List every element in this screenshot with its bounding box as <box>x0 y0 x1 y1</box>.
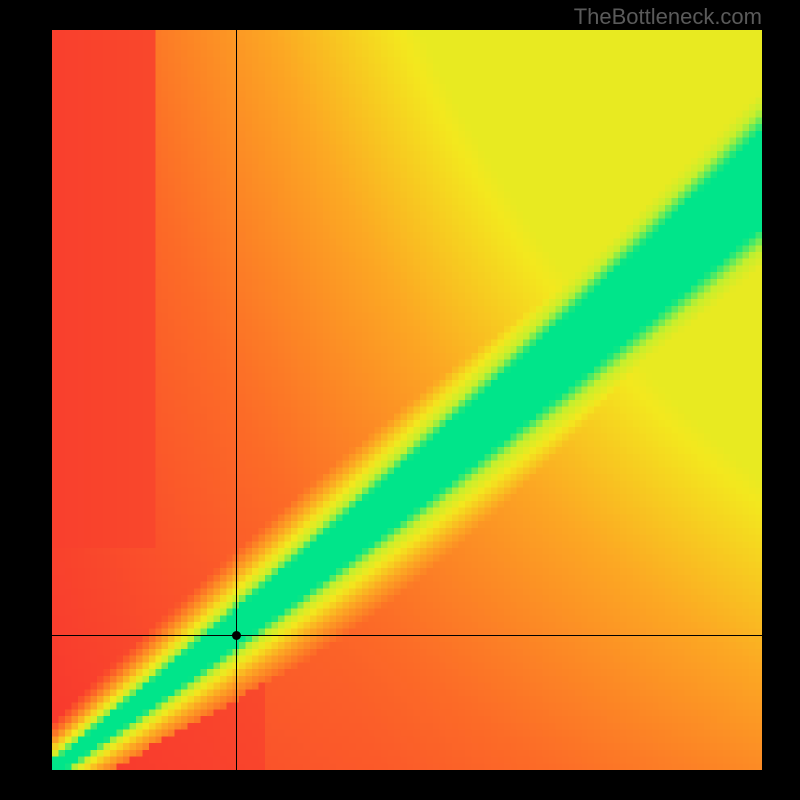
crosshair-dot <box>232 631 241 640</box>
watermark-text: TheBottleneck.com <box>574 4 762 30</box>
crosshair-horizontal <box>52 635 762 636</box>
crosshair-vertical <box>236 30 237 770</box>
heatmap-canvas <box>52 30 762 770</box>
plot-area <box>52 30 762 770</box>
